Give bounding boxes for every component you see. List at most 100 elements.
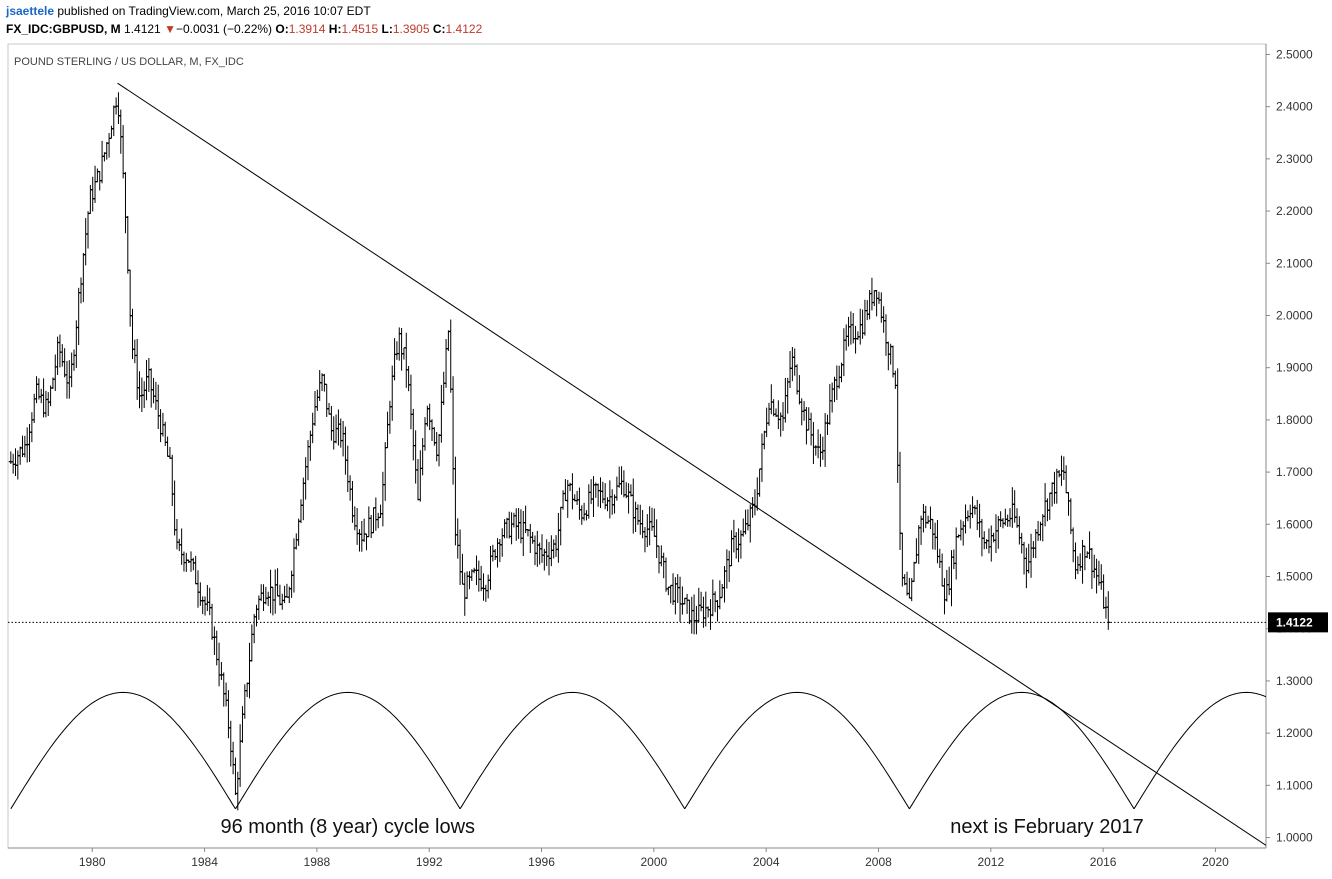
ohlc-bar-303 (717, 580, 722, 610)
x-tick-label-9: 2016 (1090, 855, 1117, 869)
ohlc-bar-450 (1061, 456, 1066, 481)
ohlc-bar-355 (839, 362, 844, 383)
ohlc-bar-44 (111, 105, 116, 137)
y-tick-label-2: 1.2000 (1276, 726, 1313, 740)
ohlc-bar-420 (991, 532, 996, 543)
ohlc-bar-409 (965, 510, 970, 522)
ohlc-bar-269 (638, 504, 643, 535)
ohlc-bar-283 (671, 573, 676, 605)
publish-info: published on TradingView.com, March 25, … (57, 4, 371, 18)
ohlc-bar-143 (343, 426, 348, 475)
ohlc-bar-234 (556, 512, 561, 563)
x-tick-label-8: 2012 (977, 855, 1004, 869)
ohlc-bar-367 (867, 290, 872, 320)
ohlc-bar-57 (142, 381, 147, 409)
ohlc-bar-461 (1087, 531, 1092, 560)
ohlc-bar-322 (762, 430, 767, 450)
ohlc-bar-388 (916, 525, 921, 564)
ohlc-bar-253 (600, 481, 605, 504)
ohlc-bar-406 (958, 519, 963, 541)
y-tick-label-15: 2.5000 (1276, 47, 1313, 61)
y-tick-label-12: 2.2000 (1276, 204, 1313, 218)
ohlc-bar-401 (947, 566, 952, 596)
ohlc-bar-158 (378, 504, 383, 519)
ohlc-bar-223 (530, 531, 535, 544)
ohlc-bar-256 (607, 480, 612, 519)
ohlc-bar-41 (104, 141, 109, 160)
ohlc-bar-462 (1089, 547, 1094, 589)
ohlc-bar-282 (668, 584, 673, 604)
ohlc-bar-35 (90, 176, 95, 212)
ohlc-bar-435 (1026, 543, 1031, 574)
ohlc-bar-384 (907, 577, 912, 599)
price-scale[interactable]: 1.00001.10001.20001.30001.40001.50001.60… (1266, 47, 1313, 845)
ohlc-bar-88 (214, 630, 219, 666)
ohlc-bar-371 (876, 291, 881, 304)
low-key: L: (381, 22, 393, 36)
ohlc-bar-298 (706, 606, 711, 618)
ohlc-bar-15 (43, 390, 48, 418)
ohlc-bar-429 (1012, 490, 1017, 523)
ohlc-bar-1 (11, 453, 16, 474)
author-link[interactable]: jsaettele (6, 4, 55, 18)
cycle-arc-0 (10, 691, 236, 810)
ohlc-bar-206 (490, 544, 495, 562)
ohlc-bar-110 (266, 591, 271, 607)
ohlc-bar-46 (116, 92, 121, 125)
ohlc-bar-186 (444, 338, 449, 388)
ohlc-bar-434 (1024, 547, 1029, 589)
ohlc-bar-352 (832, 376, 837, 403)
ohlc-bar-281 (666, 586, 671, 596)
ohlc-bar-153 (366, 506, 371, 538)
ohlc-bar-397 (937, 548, 942, 568)
time-scale[interactable]: 1980 1984 1988 1992 1996 2000 2004 2008 2012 2016… (79, 848, 1229, 869)
ohlc-bar-10 (32, 393, 37, 423)
ohlc-bar-83 (203, 596, 208, 616)
down-arrow-icon: ▼ (164, 22, 176, 36)
ohlc-bar-77 (188, 551, 193, 572)
ohlc-bar-237 (563, 479, 568, 502)
ohlc-bar-418 (986, 528, 991, 554)
ohlc-bar-202 (481, 573, 486, 601)
ohlc-bar-276 (654, 519, 659, 559)
ohlc-bar-335 (792, 348, 797, 376)
ohlc-bar-120 (289, 570, 294, 598)
ohlc-bar-361 (853, 325, 858, 354)
ohlc-bar-247 (586, 484, 591, 519)
ohlc-bar-297 (703, 591, 708, 627)
ohlc-bar-17 (48, 385, 53, 407)
ohlc-bar-216 (514, 508, 519, 541)
ohlc-bar-427 (1008, 508, 1013, 527)
ohlc-bar-177 (422, 417, 427, 451)
ohlc-bar-369 (872, 290, 877, 307)
ohlc-bar-350 (827, 384, 832, 425)
ohlc-bar-224 (532, 535, 537, 566)
ohlc-bar-194 (462, 572, 467, 616)
ohlc-bar-452 (1066, 492, 1071, 516)
x-tick-label-2: 1988 (304, 855, 331, 869)
ohlc-bar-210 (500, 528, 505, 557)
ohlc-bar-211 (502, 519, 507, 539)
ohlc-bar-102 (247, 642, 252, 699)
open-key: O: (275, 22, 289, 36)
ohlc-bar-321 (759, 433, 764, 482)
ohlc-bar-23 (62, 348, 67, 378)
ohlc-bar-103 (249, 624, 254, 662)
ohlc-bar-357 (844, 324, 849, 351)
y-tick-label-8: 1.8000 (1276, 413, 1313, 427)
ohlc-bar-115 (277, 584, 282, 606)
ohlc-bar-122 (294, 533, 299, 550)
ohlc-bar-400 (944, 569, 949, 602)
ohlc-bar-451 (1064, 465, 1069, 494)
ohlc-bar-118 (284, 583, 289, 598)
ohlc-bar-62 (153, 381, 158, 410)
ohlc-bar-173 (413, 430, 418, 484)
ohlc-bar-50 (125, 215, 130, 274)
ohlc-bar-320 (757, 468, 762, 497)
ohlc-bar-229 (544, 539, 549, 566)
ohlc-bar-324 (766, 402, 771, 426)
ohlc-bar-279 (661, 552, 666, 579)
ohlc-bar-341 (806, 407, 811, 431)
ohlc-bar-80 (196, 570, 201, 608)
